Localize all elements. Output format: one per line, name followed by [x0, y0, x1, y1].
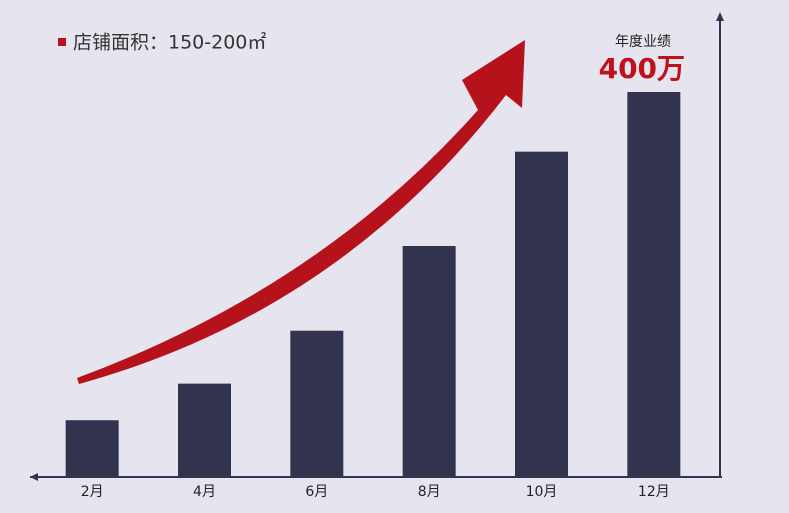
bar [178, 383, 231, 477]
y-axis-arrow [716, 12, 724, 21]
bar [402, 246, 456, 477]
x-tick-label: 8月 [418, 484, 441, 500]
x-tick-label: 4月 [193, 484, 216, 500]
x-tick-label: 6月 [305, 484, 328, 500]
bar [65, 420, 119, 477]
x-axis-arrow [30, 473, 38, 481]
x-tick-label: 12月 [638, 484, 670, 500]
bar [515, 151, 568, 478]
legend-marker [58, 38, 66, 46]
x-tick-label: 10月 [526, 484, 558, 500]
value-label: 400万 [599, 52, 685, 85]
growth-arrow [77, 40, 525, 384]
annotation: 年度业绩 [615, 34, 671, 50]
bar [627, 92, 681, 477]
bar [290, 330, 344, 477]
x-tick-label: 2月 [81, 484, 104, 500]
subtitle: 店铺面积：150-200㎡ [73, 31, 266, 54]
